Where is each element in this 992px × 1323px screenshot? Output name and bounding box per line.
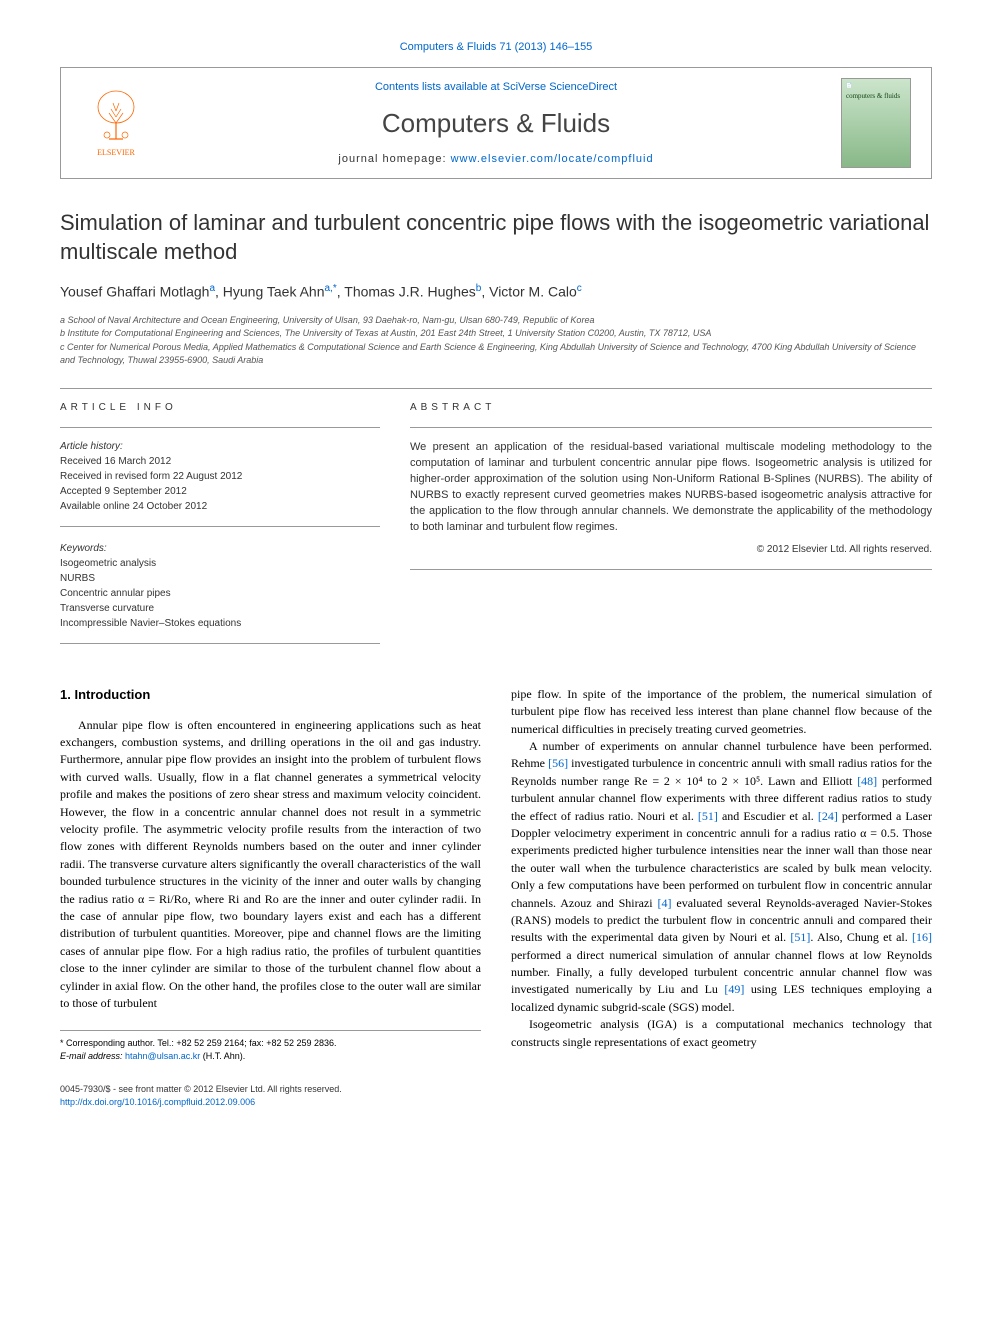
info-divider: [60, 427, 380, 428]
keywords-block: Keywords: Isogeometric analysis NURBS Co…: [60, 542, 380, 631]
footer-info: 0045-7930/$ - see front matter © 2012 El…: [60, 1083, 932, 1108]
abstract-divider: [410, 427, 932, 428]
article-title: Simulation of laminar and turbulent conc…: [60, 209, 932, 266]
available-date: Available online 24 October 2012: [60, 500, 380, 514]
revised-date: Received in revised form 22 August 2012: [60, 470, 380, 484]
ref-16[interactable]: [16]: [912, 930, 932, 944]
doi-link[interactable]: http://dx.doi.org/10.1016/j.compfluid.20…: [60, 1096, 932, 1109]
author-1-sup: a: [209, 283, 215, 294]
ref-56[interactable]: [56]: [548, 756, 568, 770]
abstract-copyright: © 2012 Elsevier Ltd. All rights reserved…: [410, 543, 932, 557]
issn-line: 0045-7930/$ - see front matter © 2012 El…: [60, 1083, 932, 1096]
publisher-name: ELSEVIER: [97, 147, 135, 158]
keyword-2: NURBS: [60, 572, 380, 586]
history-label: Article history:: [60, 440, 380, 454]
corr-author-line: * Corresponding author. Tel.: +82 52 259…: [60, 1037, 481, 1050]
abstract-heading: ABSTRACT: [410, 401, 932, 415]
ref-24[interactable]: [24]: [818, 809, 838, 823]
author-4-sup: c: [577, 283, 582, 294]
section-1-heading: 1. Introduction: [60, 686, 481, 705]
homepage-url[interactable]: www.elsevier.com/locate/compfluid: [451, 153, 654, 165]
keywords-label: Keywords:: [60, 542, 380, 556]
abstract: ABSTRACT We present an application of th…: [410, 401, 932, 656]
info-divider-3: [60, 643, 380, 644]
received-date: Received 16 March 2012: [60, 455, 380, 469]
article-info: ARTICLE INFO Article history: Received 1…: [60, 401, 380, 656]
journal-homepage: journal homepage: www.elsevier.com/locat…: [151, 152, 841, 167]
authors-line: Yousef Ghaffari Motlagha, Hyung Taek Ahn…: [60, 282, 932, 302]
ref-49[interactable]: [49]: [724, 982, 744, 996]
elsevier-tree-icon: [91, 89, 141, 144]
keyword-1: Isogeometric analysis: [60, 557, 380, 571]
keyword-5: Incompressible Navier–Stokes equations: [60, 617, 380, 631]
intro-p3: Isogeometric analysis (IGA) is a computa…: [511, 1016, 932, 1051]
ref-51[interactable]: [51]: [698, 809, 718, 823]
keyword-3: Concentric annular pipes: [60, 587, 380, 601]
corresponding-author-footnote: * Corresponding author. Tel.: +82 52 259…: [60, 1030, 481, 1063]
affiliation-b: b Institute for Computational Engineerin…: [60, 327, 932, 341]
article-info-heading: ARTICLE INFO: [60, 401, 380, 415]
ref-4[interactable]: [4]: [657, 896, 671, 910]
intro-p2a: pipe flow. In spite of the importance of…: [511, 686, 932, 738]
email-link[interactable]: htahn@ulsan.ac.kr: [125, 1051, 200, 1061]
divider: [60, 388, 932, 389]
email-line: E-mail address: htahn@ulsan.ac.kr (H.T. …: [60, 1050, 481, 1063]
journal-title: Computers & Fluids: [151, 105, 841, 141]
author-3: Thomas J.R. Hughes: [344, 283, 476, 299]
affiliation-c: c Center for Numerical Porous Media, App…: [60, 341, 932, 368]
author-1: Yousef Ghaffari Motlagh: [60, 283, 209, 299]
author-2: Hyung Taek Ahn: [223, 283, 325, 299]
abstract-text: We present an application of the residua…: [410, 440, 932, 536]
intro-p2b: A number of experiments on annular chann…: [511, 738, 932, 1016]
elsevier-logo: ELSEVIER: [81, 83, 151, 163]
author-2-sup: a,*: [325, 283, 337, 294]
accepted-date: Accepted 9 September 2012: [60, 485, 380, 499]
journal-header: ELSEVIER Contents lists available at Sci…: [60, 67, 932, 179]
top-citation: Computers & Fluids 71 (2013) 146–155: [60, 40, 932, 55]
author-4: Victor M. Calo: [489, 283, 577, 299]
body-text: 1. Introduction Annular pipe flow is oft…: [60, 686, 932, 1064]
info-divider-2: [60, 526, 380, 527]
header-center: Contents lists available at SciVerse Sci…: [151, 80, 841, 167]
info-abstract-row: ARTICLE INFO Article history: Received 1…: [60, 401, 932, 656]
contents-line: Contents lists available at SciVerse Sci…: [151, 80, 841, 95]
affiliation-a: a School of Naval Architecture and Ocean…: [60, 314, 932, 328]
keyword-4: Transverse curvature: [60, 602, 380, 616]
intro-p1: Annular pipe flow is often encountered i…: [60, 717, 481, 1013]
ref-51b[interactable]: [51]: [790, 930, 810, 944]
journal-cover-thumbnail: 📄 computers & fluids: [841, 78, 911, 168]
abstract-divider-2: [410, 569, 932, 570]
author-3-sup: b: [476, 283, 482, 294]
sciencedirect-link[interactable]: SciVerse ScienceDirect: [503, 81, 617, 93]
ref-48[interactable]: [48]: [857, 774, 877, 788]
affiliations: a School of Naval Architecture and Ocean…: [60, 314, 932, 368]
